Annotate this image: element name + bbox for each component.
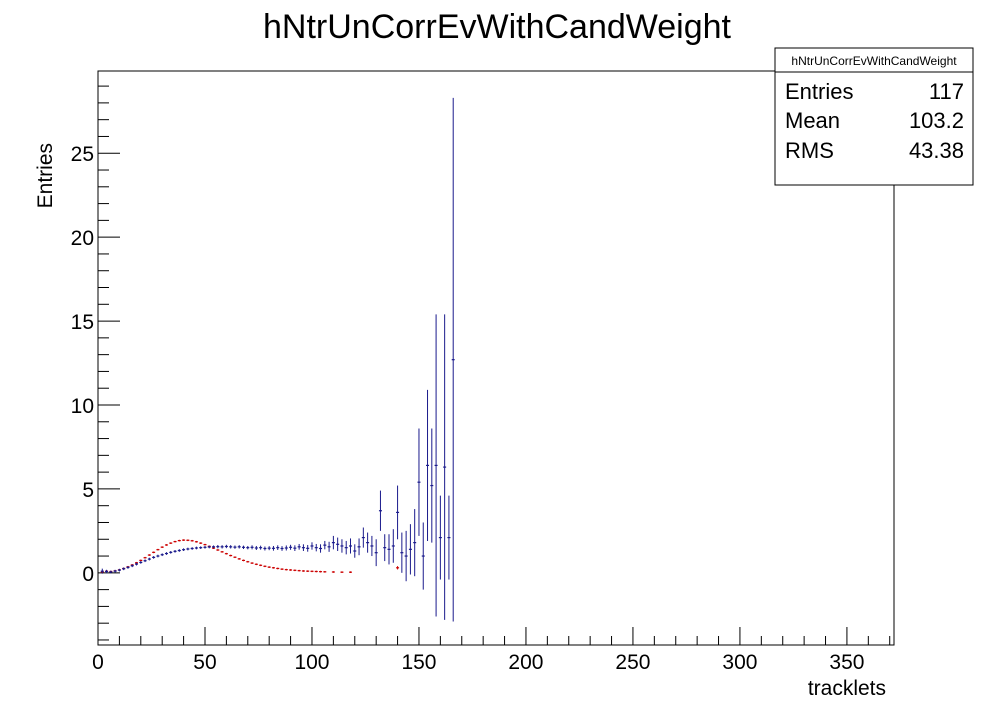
plot-frame (97, 70, 895, 646)
x-axis: 0 50 100 150 200 250 300 350 (92, 627, 891, 674)
series-0 (100, 539, 400, 573)
x-axis-label: tracklets (808, 677, 886, 700)
x-tick-label: 50 (193, 651, 216, 674)
stats-box: hNtrUnCorrEvWithCandWeight Entries 117 M… (774, 47, 974, 186)
y-tick-label: 15 (71, 311, 94, 334)
y-axis-label: Entries (34, 143, 57, 208)
data-series (100, 97, 455, 622)
y-tick-label: 5 (82, 479, 94, 502)
x-tick-label: 350 (829, 651, 864, 674)
stats-label-entries: Entries (785, 79, 853, 104)
stats-value-mean: 103.2 (909, 108, 964, 133)
stats-box-frame (774, 47, 974, 186)
y-axis: 0 5 10 15 20 25 (71, 85, 120, 641)
stats-box-header: hNtrUnCorrEvWithCandWeight (791, 54, 957, 68)
x-tick-label: 100 (294, 651, 329, 674)
y-tick-label: 10 (71, 395, 94, 418)
stats-label-rms: RMS (785, 138, 834, 163)
x-tick-label: 200 (508, 651, 543, 674)
x-tick-label: 250 (615, 651, 650, 674)
x-tick-label: 150 (401, 651, 436, 674)
x-tick-label: 300 (722, 651, 757, 674)
chart-title: hNtrUnCorrEvWithCandWeight (263, 8, 732, 46)
y-tick-label: 0 (82, 563, 94, 586)
stats-value-rms: 43.38 (909, 138, 964, 163)
y-tick-label: 20 (71, 227, 94, 250)
x-tick-label: 0 (92, 651, 104, 674)
stats-value-entries: 117 (929, 79, 964, 104)
stats-label-mean: Mean (785, 108, 840, 133)
y-tick-label: 25 (71, 143, 94, 166)
series-1 (100, 97, 455, 622)
